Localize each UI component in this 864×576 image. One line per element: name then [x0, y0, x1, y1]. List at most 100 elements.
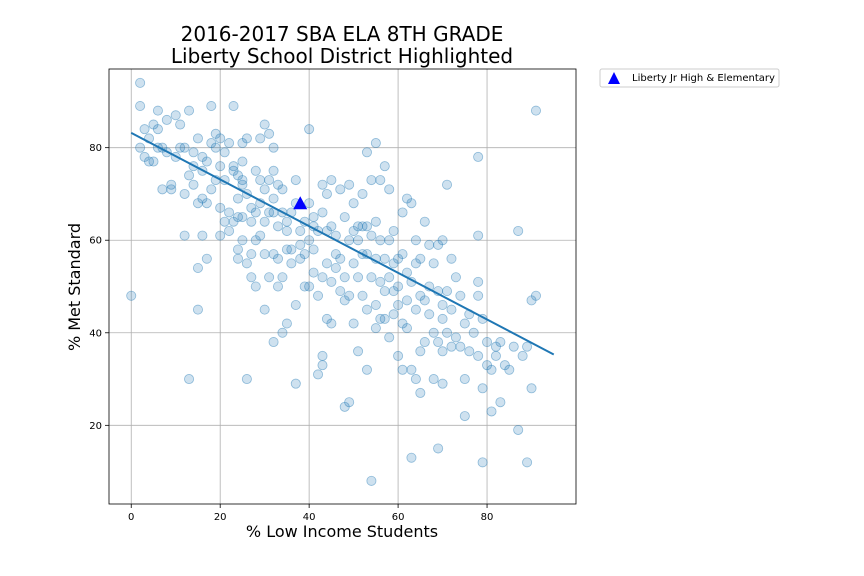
- scatter-point: [348, 198, 359, 209]
- scatter-point: [490, 341, 501, 352]
- scatter-point: [513, 225, 524, 236]
- scatter-point: [393, 281, 404, 292]
- scatter-point: [446, 304, 457, 315]
- scatter-point: [273, 281, 284, 292]
- scatter-point: [482, 360, 493, 371]
- scatter-point: [477, 383, 488, 394]
- scatter-point: [344, 397, 355, 408]
- scatter-point: [406, 364, 417, 375]
- x-tick-label: 40: [303, 512, 316, 523]
- scatter-point: [304, 235, 315, 246]
- scatter-point: [299, 249, 310, 260]
- scatter-point: [517, 350, 528, 361]
- scatter-point: [486, 406, 497, 417]
- scatter-point: [415, 253, 426, 264]
- scatter-point: [339, 295, 350, 306]
- scatter-point: [192, 262, 203, 273]
- scatter-point: [232, 212, 243, 223]
- scatter-point: [459, 374, 470, 385]
- gridlines: [109, 69, 576, 504]
- scatter-point: [175, 119, 186, 130]
- scatter-point: [237, 156, 248, 167]
- scatter-point: [317, 350, 328, 361]
- scatter-point: [348, 225, 359, 236]
- scatter-point: [437, 300, 448, 311]
- legend-label: Liberty Jr High & Elementary: [632, 73, 775, 84]
- scatter-point: [246, 272, 257, 283]
- scatter-point: [139, 151, 150, 162]
- scatter-point: [370, 138, 381, 149]
- scatter-point: [339, 212, 350, 223]
- x-axis-label: % Low Income Students: [246, 522, 438, 541]
- scatter-point: [375, 313, 386, 324]
- scatter-point: [201, 253, 212, 264]
- scatter-point: [357, 221, 368, 232]
- scatter-point: [246, 202, 257, 213]
- scatter-point: [295, 253, 306, 264]
- scatter-point: [495, 337, 506, 348]
- scatter-point: [273, 179, 284, 190]
- scatter-point: [344, 179, 355, 190]
- scatter-point: [393, 300, 404, 311]
- scatter-point: [197, 151, 208, 162]
- scatter-point: [353, 221, 364, 232]
- scatter-point: [259, 304, 270, 315]
- scatter-point: [348, 318, 359, 329]
- scatter-point: [135, 142, 146, 153]
- scatter-point: [184, 170, 195, 181]
- scatter-point: [232, 253, 243, 264]
- scatter-point: [237, 138, 248, 149]
- scatter-point: [415, 387, 426, 398]
- scatter-point: [397, 249, 408, 260]
- scatter-point: [228, 161, 239, 172]
- y-tick-label: 20: [89, 421, 102, 432]
- scatter-point: [499, 360, 510, 371]
- scatter-point: [482, 337, 493, 348]
- scatter-point: [393, 253, 404, 264]
- scatter-point: [464, 346, 475, 357]
- scatter-point: [353, 346, 364, 357]
- scatter-point: [344, 235, 355, 246]
- scatter-point: [401, 295, 412, 306]
- scatter-point: [366, 230, 377, 241]
- scatter-point: [375, 235, 386, 246]
- scatter-point: [375, 276, 386, 287]
- scatter-point: [375, 175, 386, 186]
- scatter-point: [188, 179, 199, 190]
- scatter-point: [241, 258, 252, 269]
- scatter-point: [379, 253, 390, 264]
- scatter-point: [361, 147, 372, 158]
- scatter-point: [166, 184, 177, 195]
- scatter-point: [259, 216, 270, 227]
- scatter-point: [446, 253, 457, 264]
- scatter-point: [192, 304, 203, 315]
- scatter-point: [268, 249, 279, 260]
- plot-frame: [108, 68, 577, 505]
- scatter-point: [406, 452, 417, 463]
- scatter-point: [437, 313, 448, 324]
- scatter-point: [215, 133, 226, 144]
- scatter-point: [268, 193, 279, 204]
- scatter-point: [317, 360, 328, 371]
- scatter-point: [384, 272, 395, 283]
- scatter-point: [530, 105, 541, 116]
- scatter-point: [428, 327, 439, 338]
- scatter-point: [433, 443, 444, 454]
- scatter-point: [264, 128, 275, 139]
- scatter-point: [273, 221, 284, 232]
- scatter-point: [433, 337, 444, 348]
- legend-box: [599, 68, 780, 88]
- trendline: [130, 131, 555, 356]
- scatter-point: [401, 193, 412, 204]
- scatter-point: [166, 179, 177, 190]
- scatter-point: [268, 165, 279, 176]
- scatter-point: [428, 258, 439, 269]
- scatter-point: [366, 175, 377, 186]
- y-tick-label: 60: [89, 236, 102, 247]
- scatter-point: [513, 424, 524, 435]
- scatter-point: [237, 179, 248, 190]
- scatter-point: [152, 124, 163, 135]
- scatter-point: [397, 318, 408, 329]
- scatter-point: [522, 341, 533, 352]
- scatter-point: [326, 276, 337, 287]
